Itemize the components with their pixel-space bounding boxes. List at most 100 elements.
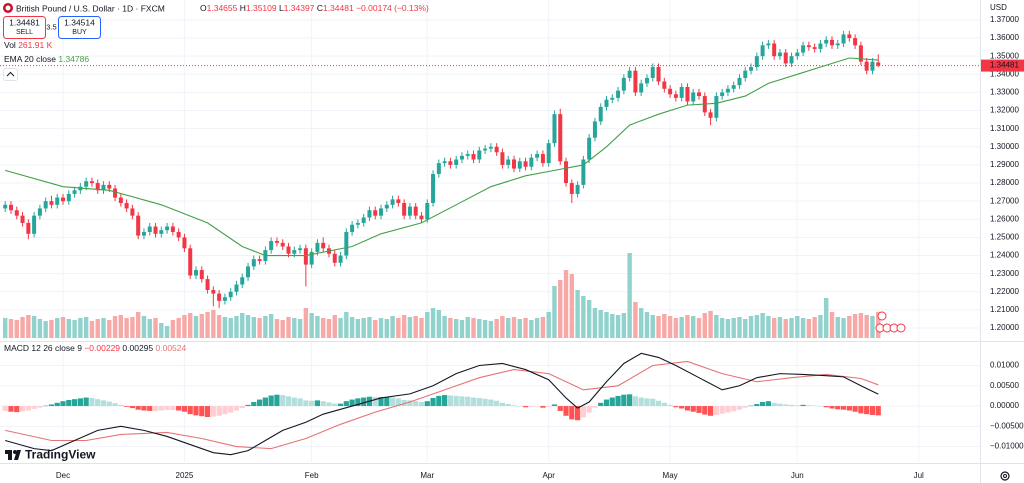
candle-body: [130, 208, 135, 216]
settings-icon[interactable]: [1003, 474, 1007, 478]
candle-body: [14, 210, 19, 216]
candle-body: [309, 251, 314, 265]
sell-label[interactable]: SELL: [16, 29, 33, 36]
histogram-bar: [650, 398, 656, 407]
histogram-bar: [2, 406, 8, 411]
histogram-bar: [274, 394, 280, 407]
candle-body: [656, 67, 661, 82]
candle-body: [754, 56, 759, 68]
volume-bar: [413, 316, 418, 338]
buy-label[interactable]: BUY: [72, 29, 87, 36]
event-marker[interactable]: [896, 323, 906, 333]
buy-button[interactable]: 1.34514 BUY: [58, 16, 101, 39]
candle-body: [240, 277, 245, 285]
volume-bar: [477, 319, 482, 338]
volume-bar: [621, 313, 627, 338]
histogram-bar: [835, 406, 841, 410]
volume-bar: [344, 312, 349, 338]
macd-legend: MACD 12 26 close 9 −0.00229 0.00295 0.00…: [4, 343, 187, 353]
event-marker[interactable]: [877, 311, 887, 321]
histogram-bar: [528, 406, 534, 407]
candle-body: [419, 215, 424, 220]
candle-body: [361, 217, 366, 223]
symbol-title[interactable]: British Pound / U.S. Dollar · 1D · FXCM: [16, 3, 165, 13]
collapse-button[interactable]: [3, 68, 18, 81]
macd-line: [5, 352, 879, 456]
histogram-bar: [482, 398, 488, 407]
candle-body: [101, 184, 106, 191]
histogram-bar: [401, 399, 407, 407]
histogram-bar: [684, 406, 691, 411]
sell-box[interactable]: [3, 16, 46, 39]
histogram-bar: [268, 395, 274, 407]
currency[interactable]: USD: [990, 3, 1007, 12]
candle-body: [165, 226, 170, 231]
buy-box[interactable]: [58, 16, 101, 39]
volume-bar: [309, 313, 314, 338]
histogram-bar: [89, 397, 95, 407]
histogram-bar: [245, 404, 251, 407]
volume-bar: [199, 314, 204, 338]
candle-body: [621, 77, 626, 91]
histogram-bar: [100, 400, 107, 407]
volume-bar: [367, 317, 372, 338]
sell-price[interactable]: 1.34481: [9, 17, 40, 27]
sell-button[interactable]: 1.34481 SELL: [3, 16, 46, 39]
ohlc-value: 1.34481: [323, 3, 354, 13]
volume-bar: [511, 317, 517, 338]
candle-body: [350, 224, 355, 232]
histogram-bar: [447, 395, 453, 407]
y-tick-label: 1.30000: [990, 142, 1019, 151]
volume-bar: [540, 317, 546, 338]
candle-body: [483, 148, 488, 151]
volume-bar: [60, 317, 66, 338]
volume-bar: [107, 320, 112, 338]
settings-button[interactable]: [1000, 471, 1010, 481]
buy-price[interactable]: 1.34514: [64, 17, 95, 27]
volume-bar: [55, 318, 60, 338]
histogram-bar: [262, 397, 268, 407]
y-tick-label: 1.29000: [990, 160, 1019, 169]
volume-bar: [633, 302, 638, 338]
histogram-bar: [210, 406, 216, 417]
histogram-bar: [783, 404, 789, 407]
candle-body: [685, 86, 690, 102]
candle-body: [783, 52, 788, 64]
y-tick-label: 0.01000: [990, 361, 1019, 370]
volume-bar: [141, 316, 147, 338]
volume-bar: [361, 318, 366, 338]
volume-bar: [754, 315, 760, 338]
volume-bar: [332, 315, 337, 338]
volume-bar: [615, 315, 621, 338]
ohlc-value: 1.34397: [284, 3, 315, 13]
volume-bar: [14, 320, 19, 338]
histogram-bar: [309, 400, 315, 407]
histogram-bar: [580, 406, 586, 418]
y-tick-label: 1.27000: [990, 196, 1019, 205]
logo: TradingView: [5, 448, 96, 462]
collapse-arrow[interactable]: [6, 71, 15, 77]
settings-icon[interactable]: [1000, 471, 1010, 481]
volume-bar: [783, 319, 788, 338]
histogram-bar: [869, 406, 876, 415]
histogram-bar: [228, 406, 234, 413]
candle-body: [864, 61, 869, 71]
histogram-bar: [592, 406, 598, 408]
histogram-bar: [546, 406, 552, 407]
candle-body: [529, 157, 534, 167]
candle-body: [246, 266, 251, 278]
collapse-box[interactable]: [3, 68, 18, 81]
histogram-bar: [598, 402, 604, 407]
candle-body: [118, 197, 123, 203]
histogram-bar: [731, 406, 737, 412]
candle-body: [708, 112, 713, 118]
volume-bar: [870, 316, 875, 338]
histogram-bar: [25, 406, 31, 411]
histogram-bar: [563, 406, 569, 416]
candle-body: [298, 248, 303, 251]
logo-mark: [14, 450, 21, 460]
histogram-bar: [118, 404, 124, 407]
volume-bar: [506, 318, 511, 338]
histogram-bar: [389, 397, 396, 407]
price-tag: 1.34481: [981, 59, 1024, 72]
